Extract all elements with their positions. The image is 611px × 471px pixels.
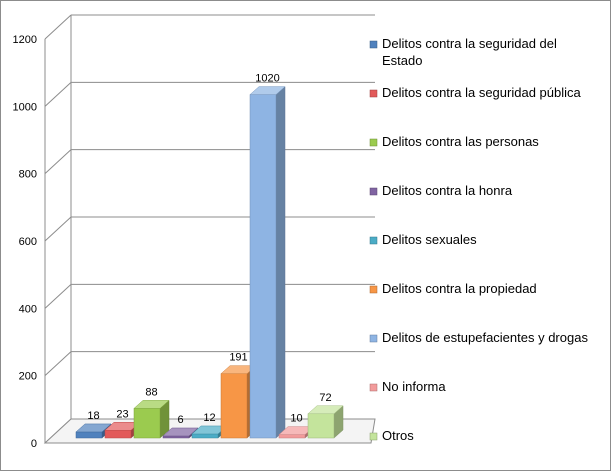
bars <box>75 86 344 439</box>
y-tick-label: 600 <box>19 236 37 248</box>
bar-top <box>307 405 344 415</box>
legend-swatch <box>369 89 378 98</box>
legend-label: No informa <box>382 379 446 394</box>
bar-front <box>249 94 277 439</box>
data-label: 72 <box>319 392 331 404</box>
data-label: 6 <box>177 414 183 426</box>
y-tick-label: 800 <box>19 169 37 181</box>
legend-swatch <box>369 187 378 196</box>
data-label: 10 <box>290 413 302 425</box>
legend: Delitos contra la seguridad del Estado Del… <box>369 36 588 443</box>
gridline-connector <box>44 216 72 242</box>
y-tick-label: 400 <box>19 303 37 315</box>
bar-front <box>307 413 335 439</box>
y-tick-label: 200 <box>19 371 37 383</box>
bar-top <box>249 86 286 95</box>
legend-item: Delitos contra la seguridad del Estado <box>369 36 557 68</box>
gridline-connector <box>44 14 72 40</box>
data-label: 23 <box>116 408 128 420</box>
bar-front <box>104 430 132 439</box>
legend-item: Delitos contra la honra <box>369 183 513 198</box>
bar-front <box>75 431 103 439</box>
legend-swatch <box>369 138 378 147</box>
data-label: 1020 <box>255 73 279 85</box>
y-tick-label: 0 <box>31 438 37 450</box>
legend-item: Delitos contra la seguridad pública <box>369 85 581 100</box>
bar-front <box>162 435 190 439</box>
y-tick-label: 1200 <box>13 34 37 46</box>
bar-side <box>275 86 286 439</box>
legend-label: Delitos contra la seguridad del Estado <box>382 36 557 68</box>
y-tick-label: 1000 <box>13 101 37 113</box>
legend-label: Delitos sexuales <box>382 232 477 247</box>
data-label: 88 <box>145 386 157 398</box>
bar-front <box>191 433 219 439</box>
bar-front <box>133 408 161 439</box>
bar-top <box>162 427 199 437</box>
legend-item: Delitos de estupefacientes y drogas <box>369 330 588 345</box>
data-label: 12 <box>203 412 215 424</box>
legend-item: Delitos sexuales <box>369 232 477 247</box>
legend-swatch <box>369 40 378 49</box>
bar-front <box>220 373 248 439</box>
legend-label: Delitos contra la honra <box>382 183 513 198</box>
legend-label: Delitos contra la propiedad <box>382 281 537 296</box>
legend-label: Delitos contra la seguridad pública <box>382 85 581 100</box>
bar <box>249 86 286 439</box>
legend-swatch <box>369 236 378 245</box>
bar <box>133 399 170 439</box>
legend-item: Otros <box>369 428 414 443</box>
bar-top <box>133 400 170 409</box>
legend-swatch <box>369 383 378 392</box>
gridline-connector <box>44 81 72 107</box>
data-label: 191 <box>229 352 247 364</box>
gridlines <box>44 14 375 444</box>
legend-item: Delitos contra las personas <box>369 134 539 149</box>
gridline-connector <box>44 283 72 309</box>
legend-swatch <box>369 432 378 441</box>
legend-label: Delitos contra las personas <box>382 134 539 149</box>
legend-label: Otros <box>382 428 414 443</box>
bar <box>307 405 344 439</box>
legend-item: Delitos contra la propiedad <box>369 281 537 296</box>
bar-top <box>75 423 112 433</box>
y-axis: 0 200 400 600 800 1000 1200 <box>13 34 37 450</box>
bar-front <box>278 434 306 439</box>
data-labels: 18 23 88 6 12 191 1020 10 72 <box>87 73 331 426</box>
legend-swatch <box>369 285 378 294</box>
gridline-connector <box>44 149 72 175</box>
legend-swatch <box>369 334 378 343</box>
legend-item: No informa <box>369 379 446 394</box>
legend-label: Delitos de estupefacientes y drogas <box>382 330 588 345</box>
data-label: 18 <box>87 410 99 422</box>
gridline-connector <box>44 351 72 377</box>
